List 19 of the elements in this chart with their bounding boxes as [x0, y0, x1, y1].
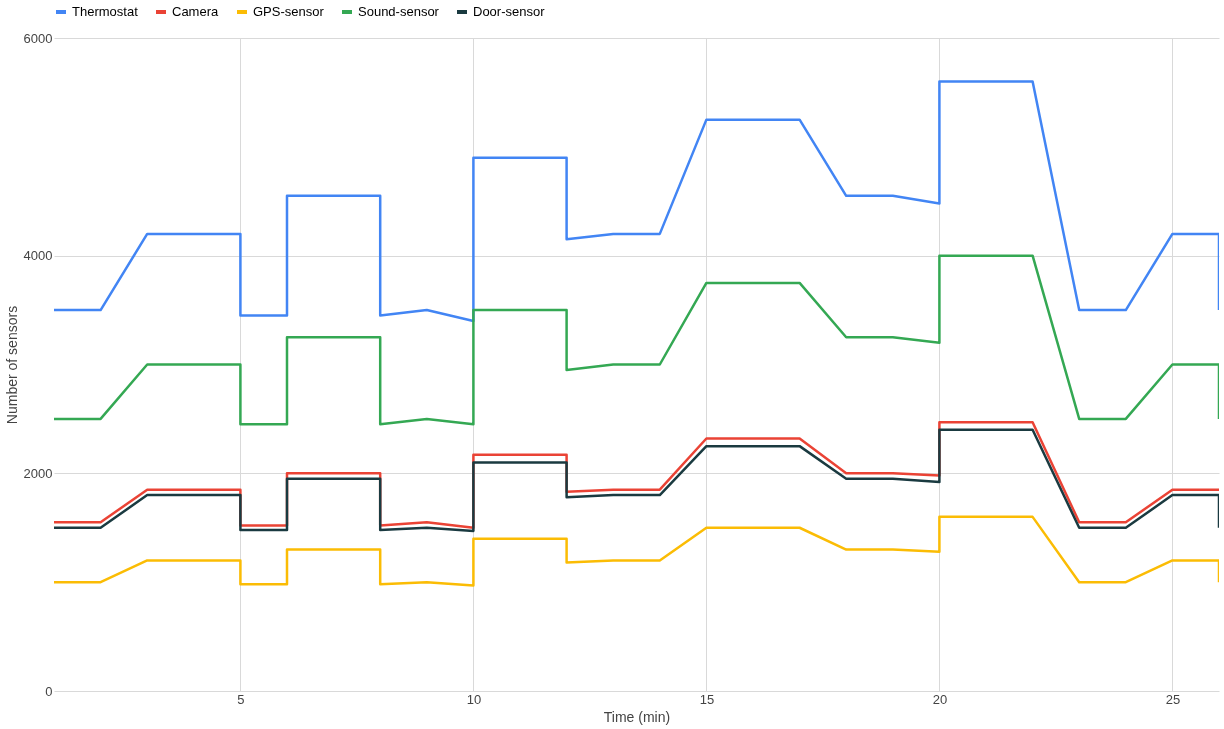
line-series	[54, 254, 1219, 426]
legend-label: GPS-sensor	[253, 4, 325, 19]
y-tick-label: 6000	[23, 30, 53, 46]
x-tick-label: 5	[237, 691, 245, 707]
x-tick-label: 15	[699, 691, 715, 707]
legend-label: Sound-sensor	[358, 4, 440, 19]
x-axis-title: Time (min)	[603, 708, 671, 725]
y-tick-label: 2000	[23, 465, 53, 481]
line-series	[54, 515, 1219, 587]
legend-label: Thermostat	[72, 4, 139, 19]
y-tick-label: 0	[45, 683, 53, 699]
line-series	[54, 80, 1219, 323]
x-tick-label: 20	[932, 691, 948, 707]
legend-label: Door-sensor	[473, 4, 546, 19]
legend-label: Camera	[172, 4, 220, 19]
y-axis-title: Number of sensors	[3, 305, 20, 425]
x-tick-label: 25	[1165, 691, 1181, 707]
x-tick-label: 10	[466, 691, 482, 707]
y-tick-label: 4000	[23, 248, 53, 264]
